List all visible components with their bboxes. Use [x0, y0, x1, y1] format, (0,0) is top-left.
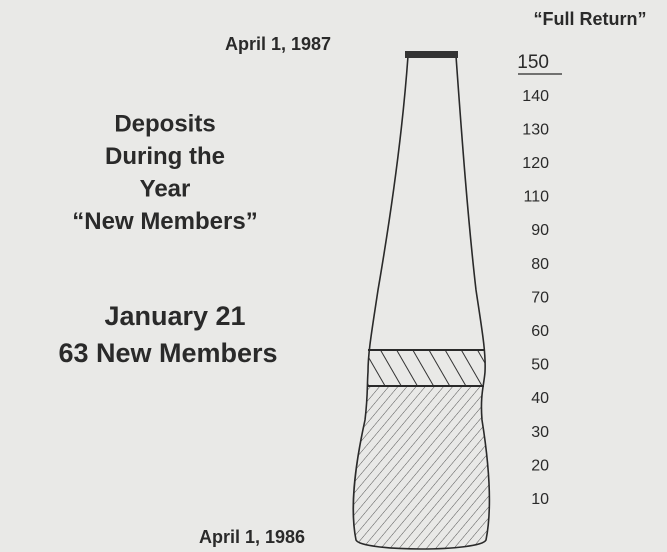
scale-label: 90: [531, 222, 549, 239]
top-date: April 1, 1987: [225, 34, 331, 54]
scale-label: 130: [522, 121, 549, 138]
event-date: January 21: [104, 301, 245, 331]
bottle-graphic: April 1, 1987 Deposits During the Year “New…: [0, 0, 667, 552]
heading-line: Year: [140, 175, 191, 202]
heading: Deposits During the Year “New Members”: [72, 110, 257, 235]
scale-label: 40: [531, 390, 549, 407]
event-text: 63 New Members: [58, 338, 277, 368]
heading-line: During the: [105, 143, 225, 170]
heading-line: Deposits: [114, 110, 215, 137]
scale-label: 50: [531, 357, 549, 374]
scale-label: 120: [522, 155, 549, 172]
page: {"top_date": "April 1, 1987", "heading":…: [0, 0, 667, 552]
scale-label: 10: [531, 491, 549, 508]
scale-label: 30: [531, 424, 549, 441]
scale-label: 60: [531, 323, 549, 340]
bottom-date: April 1, 1986: [199, 527, 305, 547]
scale-label: 80: [531, 256, 549, 273]
scale-label: 70: [531, 289, 549, 306]
scale-label: 110: [523, 189, 549, 206]
bottle-cap: [405, 51, 458, 58]
scale-label: 150: [517, 52, 549, 73]
scale-title: “Full Return”: [534, 9, 647, 29]
bottle-fill: [340, 350, 500, 552]
scale-label: 20: [531, 457, 549, 474]
heading-line: “New Members”: [72, 208, 257, 235]
scale-label: 140: [522, 88, 549, 105]
scale: 150 140 130 120 110 90 80 70 60 50 40 30 20 10: [517, 52, 562, 508]
